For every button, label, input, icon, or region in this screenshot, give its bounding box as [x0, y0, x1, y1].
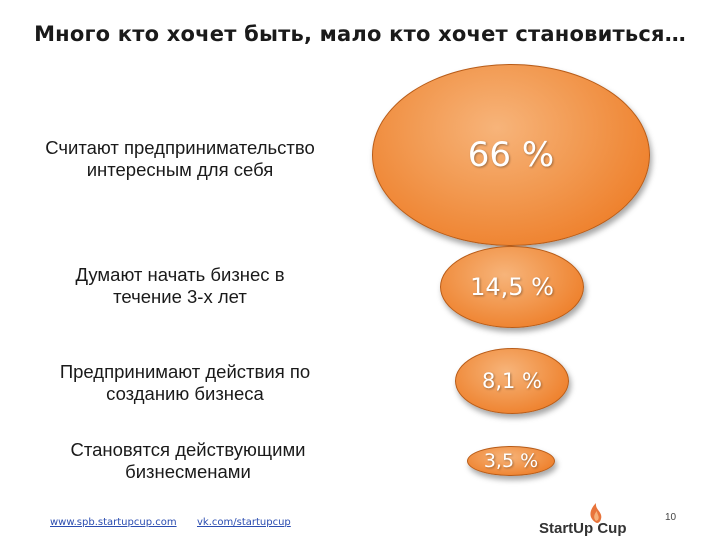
value-oval-1: 66 % — [372, 64, 650, 246]
value-oval-3: 8,1 % — [455, 348, 569, 414]
page-number: 10 — [665, 512, 677, 523]
row-label-2-line2: течение 3-х лет — [113, 286, 247, 307]
footer-link-vk[interactable]: vk.com/startupcup — [197, 517, 291, 528]
svg-text:StartUp Cup: StartUp Cup — [539, 520, 627, 537]
row-label-4-line1: Становятся действующими — [70, 439, 306, 460]
startupcup-logo: StartUp Cup — [539, 503, 627, 537]
value-oval-4: 3,5 % — [467, 446, 555, 476]
row-label-1-line2: интересным для себя — [86, 159, 274, 180]
slide-title: Много кто хочет быть, мало кто хочет ста… — [34, 22, 686, 46]
value-4: 3,5 % — [483, 450, 539, 472]
row-label-2-line1: Думают начать бизнес в — [75, 264, 285, 285]
footer-link-site[interactable]: www.spb.startupcup.com — [50, 517, 177, 528]
row-label-3-line2: созданию бизнеса — [106, 383, 264, 404]
value-1: 66 % — [467, 135, 555, 175]
value-oval-2: 14,5 % — [440, 246, 584, 328]
row-label-4: Становятся действующими бизнесменами — [28, 439, 348, 483]
row-label-1-line1: Считают предпринимательство — [45, 137, 315, 158]
row-label-4-line2: бизнесменами — [125, 461, 251, 482]
row-label-2: Думают начать бизнес в течение 3-х лет — [20, 264, 340, 308]
value-2: 14,5 % — [470, 273, 554, 301]
row-label-3: Предпринимают действия по созданию бизне… — [25, 361, 345, 405]
row-label-1: Считают предпринимательство интересным д… — [20, 137, 340, 181]
row-label-3-line1: Предпринимают действия по — [59, 361, 311, 382]
flame-icon — [590, 503, 602, 523]
value-3: 8,1 % — [481, 369, 543, 393]
